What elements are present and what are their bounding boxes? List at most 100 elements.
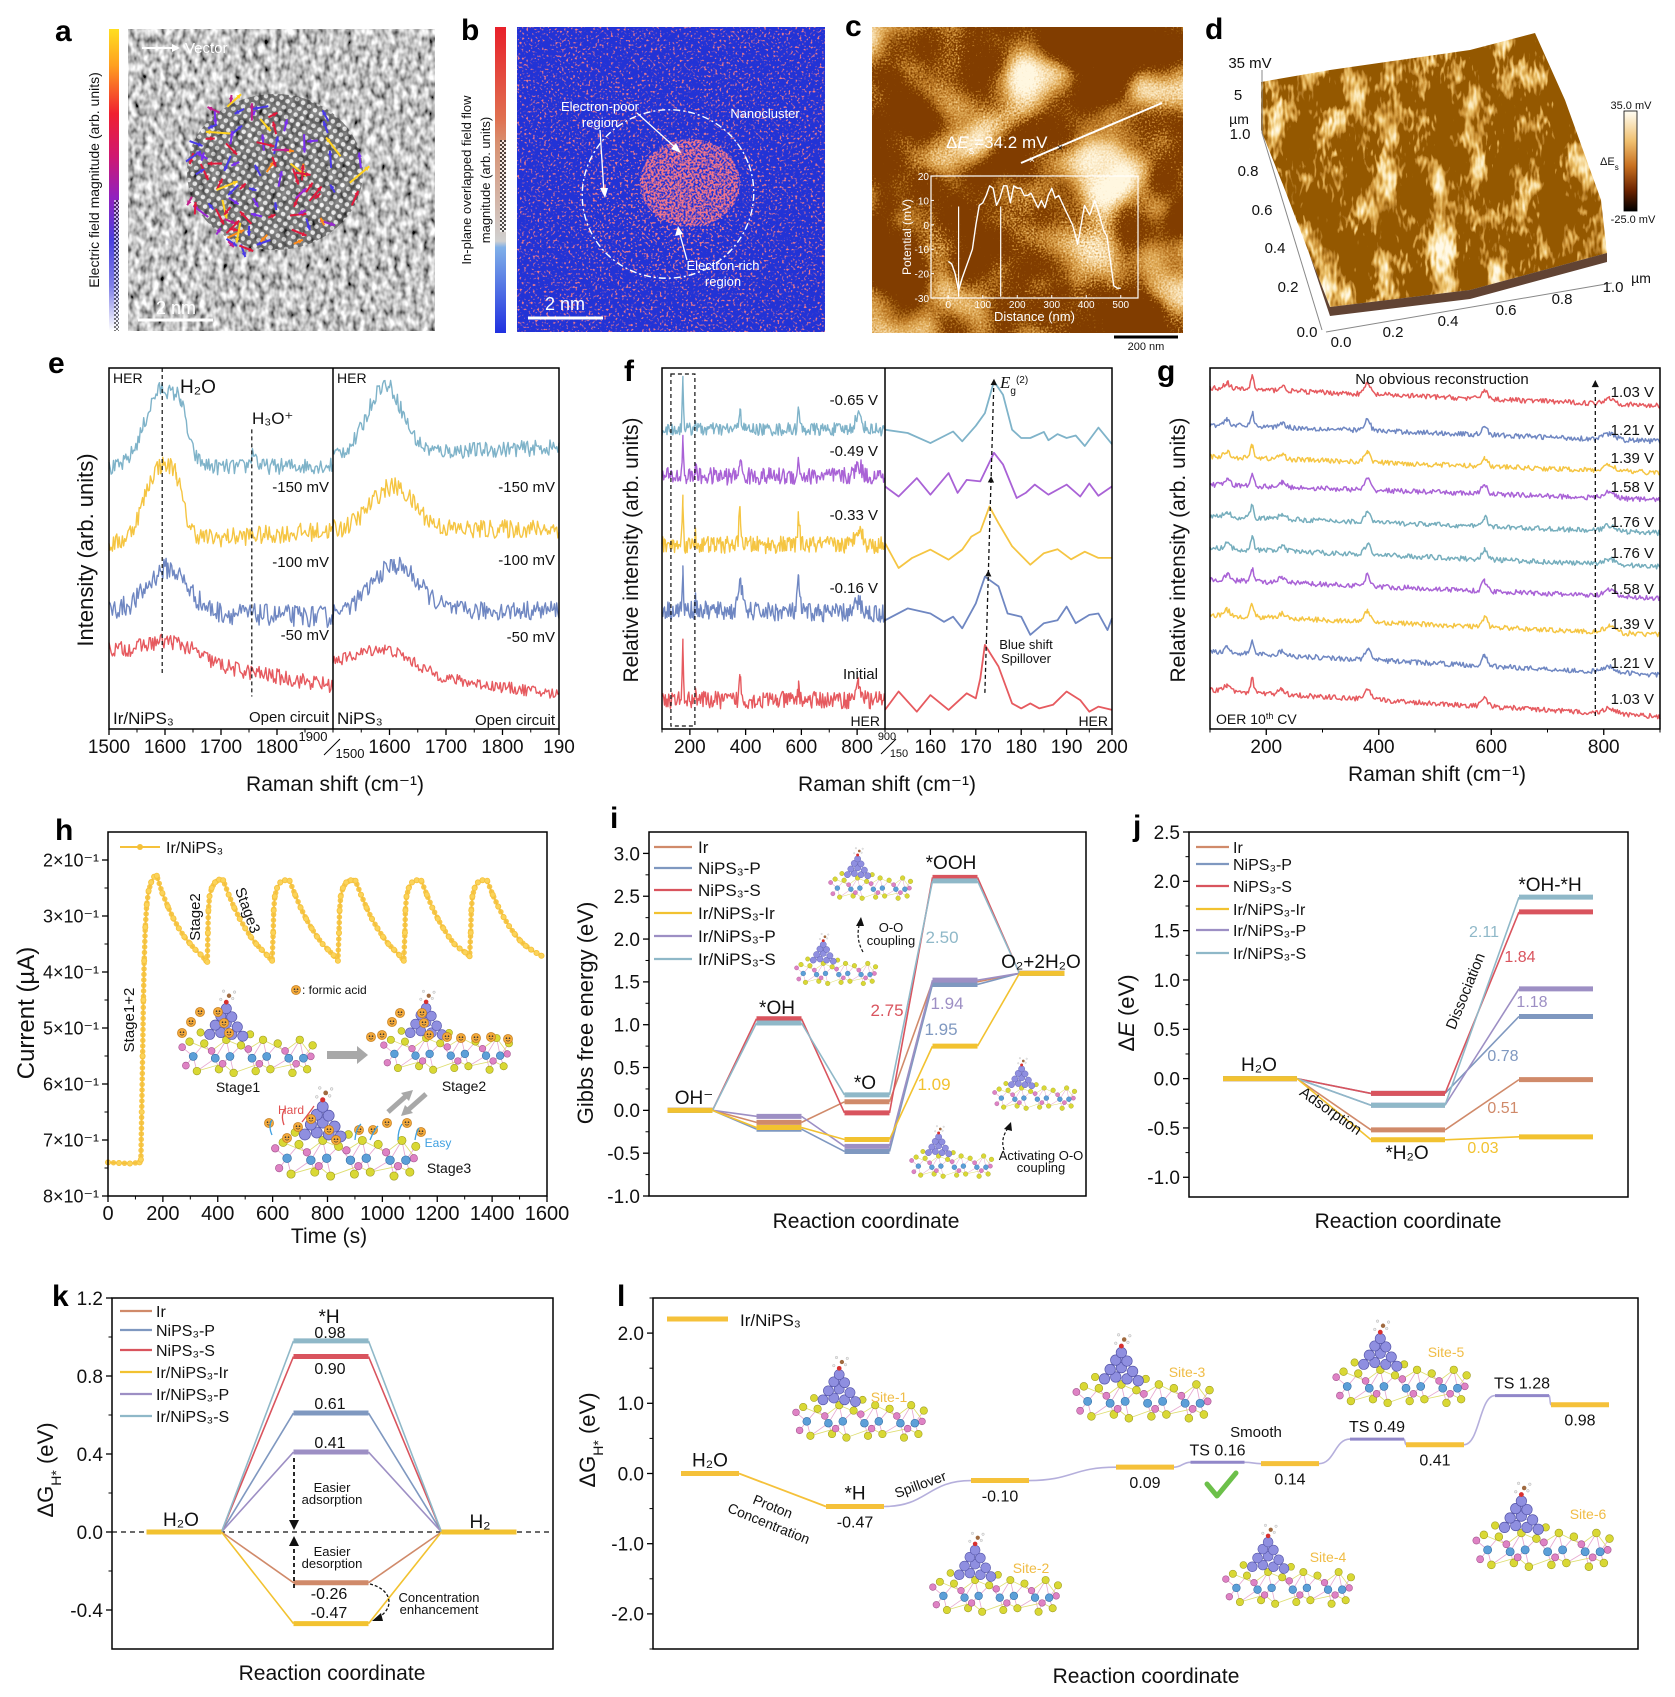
level-value-label: -0.47 <box>837 1514 874 1531</box>
y-axis-title: Intensity (arb. units) <box>73 453 98 646</box>
x-axis-tick-label: 1500 <box>88 737 130 758</box>
pathway-connector <box>1173 1461 1191 1468</box>
arrowhead-icon <box>254 202 259 207</box>
current-data-point <box>159 890 166 897</box>
current-data-point <box>186 940 193 947</box>
arrowhead-icon <box>254 164 259 170</box>
raman-trace <box>332 556 560 621</box>
level-value-label: 0.09 <box>1129 1475 1160 1492</box>
level-label: TS 0.16 <box>1189 1442 1245 1459</box>
pathway-connector <box>220 1340 295 1533</box>
x-axis-tick-label: 400 <box>1363 737 1395 758</box>
y-axis-title: Gibbs free energy (eV) <box>573 902 598 1125</box>
pathway-connector <box>711 1022 758 1111</box>
panel-g-plot: 1.03 V 1.21 V 1.39 V 1.58 V 1.76 V 1.76 V 1.58… <box>1209 367 1661 758</box>
surface-clip <box>1261 33 1607 307</box>
arrowhead-icon <box>208 124 214 129</box>
arrowhead-icon <box>249 103 255 108</box>
formic-acid-molecule-icon <box>224 1028 234 1038</box>
legend-label: Ir/NiPS₃-P <box>1233 923 1306 940</box>
arrowhead-icon <box>250 110 256 116</box>
formic-acid-molecule-icon <box>331 1135 341 1145</box>
current-data-point <box>319 941 326 948</box>
raman-trace <box>108 633 334 693</box>
y-axis-tick-label: 0.5 <box>614 1058 640 1079</box>
reversible-arrow-icon <box>406 1092 428 1112</box>
panel-g-raman-oer: 1.03 V 1.21 V 1.39 V 1.58 V 1.76 V 1.76 V 1.58… <box>1167 367 1661 786</box>
raman-trace <box>1209 472 1661 503</box>
nanocluster-label: Nanocluster <box>730 106 800 121</box>
legend-label: NiPS₃-S <box>698 881 761 900</box>
arrowhead-icon <box>216 227 221 233</box>
current-data-point <box>297 904 304 911</box>
eg-sup: (2) <box>1016 375 1028 386</box>
current-data-point <box>116 1160 123 1167</box>
trace-label: -150 mV <box>272 479 329 496</box>
surface-front-edge <box>1309 253 1607 316</box>
plot-frame <box>661 367 1113 730</box>
x-axis-tick-label: 200 <box>146 1203 179 1225</box>
pathway-connector <box>220 1356 295 1533</box>
trace-label: Initial <box>843 666 878 683</box>
site1-structure-illustration <box>791 1355 929 1443</box>
eg-sub: g <box>1010 386 1016 397</box>
current-data-point <box>401 929 408 936</box>
y-axis-tick-label: 0.5 <box>1154 1020 1180 1041</box>
energy-value-label: 1.09 <box>917 1075 950 1094</box>
arrowhead-icon <box>301 188 307 193</box>
x-axis-title: Reaction coordinate <box>1053 1665 1240 1688</box>
current-data-point <box>242 925 249 932</box>
state-label: *O <box>854 1073 876 1094</box>
panel-d-3d-potential-surface: 35 mV 5 µm 1.0 0.8 0.6 0.4 0.2 0.0 0.0 0… <box>1228 33 1656 351</box>
site6-structure-illustration <box>1472 1481 1615 1572</box>
raman-trace <box>108 456 334 552</box>
arrowhead-icon <box>284 147 289 153</box>
raman-zoom-trace <box>884 380 1113 447</box>
formic-acid-molecule-icon <box>264 1118 274 1128</box>
formic-acid-molecule-icon <box>195 1007 205 1017</box>
state-label: H₂ <box>469 1512 490 1533</box>
surface-colorbar <box>1623 110 1638 212</box>
pathway-connector <box>1028 1466 1117 1482</box>
delta-var: E <box>957 133 969 152</box>
pathway-connector <box>367 1451 443 1533</box>
highlight-box <box>670 373 696 727</box>
inset-x-tick-label: 500 <box>1112 300 1129 311</box>
current-data-point <box>429 904 436 911</box>
current-data-point <box>181 933 188 940</box>
current-data-point <box>231 904 238 911</box>
raman-trace <box>332 477 560 539</box>
panel-label-f: f <box>624 355 635 388</box>
y-axis-title: Current (µA) <box>13 947 40 1080</box>
energy-value-label: 0.61 <box>314 1396 345 1413</box>
panel-f-plot: -0.65 V -0.49 V -0.33 V -0.16 V Initial 200 40… <box>661 367 1128 758</box>
oo-coupling-structure-illustration <box>828 847 914 901</box>
y-axis-title: ΔGH* (eV) <box>33 1422 64 1517</box>
pathway-connector <box>368 1531 442 1584</box>
raman-trace <box>1209 410 1661 445</box>
legend-label: Ir/NiPS₃-Ir <box>1233 902 1306 919</box>
delta-value: =34.2 mV <box>974 133 1048 152</box>
energy-value-label: 1.84 <box>1504 949 1535 966</box>
current-data-point <box>408 879 415 886</box>
arrowhead-icon <box>856 917 864 926</box>
current-data-point <box>538 952 545 959</box>
formic-acid-molecule-icon <box>324 1125 334 1135</box>
current-data-point <box>336 907 343 914</box>
formic-acid-molecule-icon <box>177 1028 187 1038</box>
current-data-point <box>511 930 518 937</box>
pathway-connector <box>888 981 934 1103</box>
formic-acid-molecule-icon <box>366 1032 376 1042</box>
arrowhead-icon <box>283 119 289 125</box>
current-data-point <box>292 891 299 898</box>
plot-frame <box>107 831 548 1197</box>
current-data-point <box>517 937 524 944</box>
current-data-point <box>339 885 346 892</box>
arrowhead-icon <box>256 241 262 246</box>
concentration-label-2: enhancement <box>400 1602 479 1617</box>
condition-suffix: CV <box>1273 711 1297 727</box>
colorbar-checker-overlay <box>114 200 119 331</box>
trace-label: -50 mV <box>507 629 555 646</box>
legend-label: Ir <box>156 1304 166 1321</box>
y-title-post: (eV) <box>575 1392 600 1440</box>
